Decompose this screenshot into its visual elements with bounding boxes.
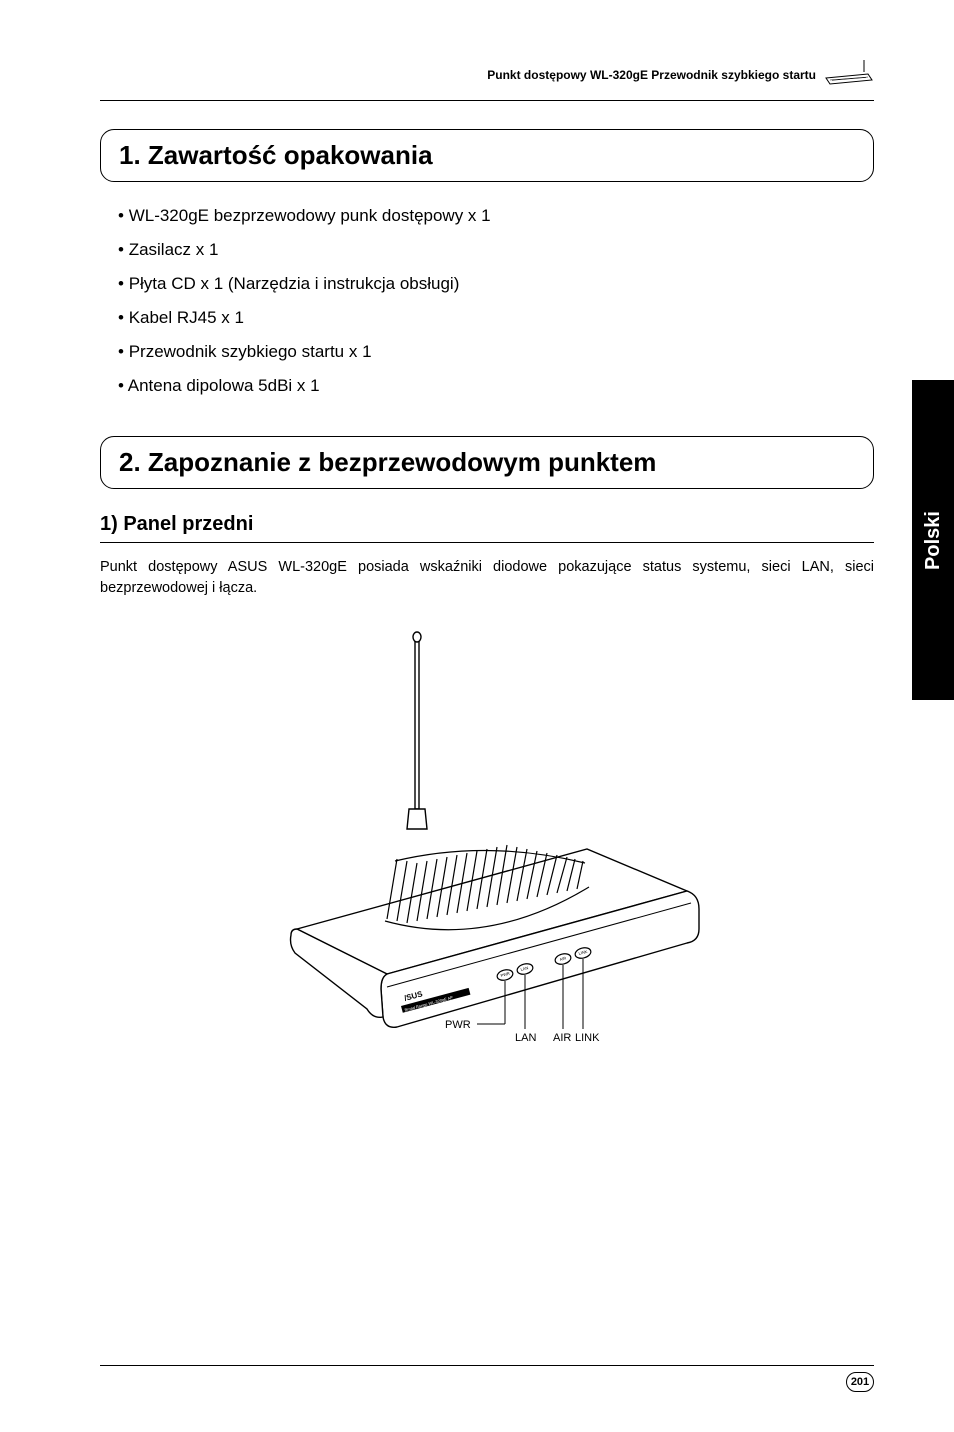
bullet-item: Kabel RJ45 x 1 <box>118 308 874 328</box>
sub-divider <box>100 542 874 543</box>
bullet-item: WL-320gE bezprzewodowy punk dostępowy x … <box>118 206 874 226</box>
section2-body: Punkt dostępowy ASUS WL-320gE posiada ws… <box>100 557 874 599</box>
language-label: Polski <box>922 511 945 570</box>
bullet-item: Płyta CD x 1 (Narzędzia i instrukcja obs… <box>118 274 874 294</box>
page-number: 201 <box>846 1372 874 1392</box>
section1-bullets: WL-320gE bezprzewodowy punk dostępowy x … <box>118 206 874 396</box>
header-title: Punkt dostępowy WL-320gE Przewodnik szyb… <box>487 68 816 82</box>
page: Punkt dostępowy WL-320gE Przewodnik szyb… <box>0 0 954 1432</box>
led-label-lan: LAN <box>515 1032 536 1044</box>
section2-title: 2. Zapoznanie z bezprzewodowym punktem <box>119 447 855 478</box>
section1-title: 1. Zawartość opakowania <box>119 140 855 171</box>
header-row: Punkt dostępowy WL-320gE Przewodnik szyb… <box>100 60 874 90</box>
header-divider <box>100 100 874 101</box>
section2-box: 2. Zapoznanie z bezprzewodowym punktem <box>100 436 874 489</box>
router-mini-icon <box>824 60 874 90</box>
section2-sub-title: 1) Panel przedni <box>100 513 874 536</box>
led-label-air: AIR <box>553 1032 571 1044</box>
bullet-item: Antena dipolowa 5dBi x 1 <box>118 376 874 396</box>
page-number-value: 201 <box>851 1376 869 1388</box>
bullet-item: Zasilacz x 1 <box>118 240 874 260</box>
led-label-link: LINK <box>575 1032 600 1044</box>
led-label-pwr: PWR <box>445 1019 471 1031</box>
footer: 201 <box>100 1365 874 1392</box>
bullet-item: Przewodnik szybkiego startu x 1 <box>118 342 874 362</box>
device-figure: /SUS Broad Range WL-320gE AP PWR LAN AIR… <box>267 629 707 1049</box>
language-side-tab: Polski <box>912 380 954 700</box>
section1-box: 1. Zawartość opakowania <box>100 129 874 182</box>
footer-divider <box>100 1365 874 1366</box>
